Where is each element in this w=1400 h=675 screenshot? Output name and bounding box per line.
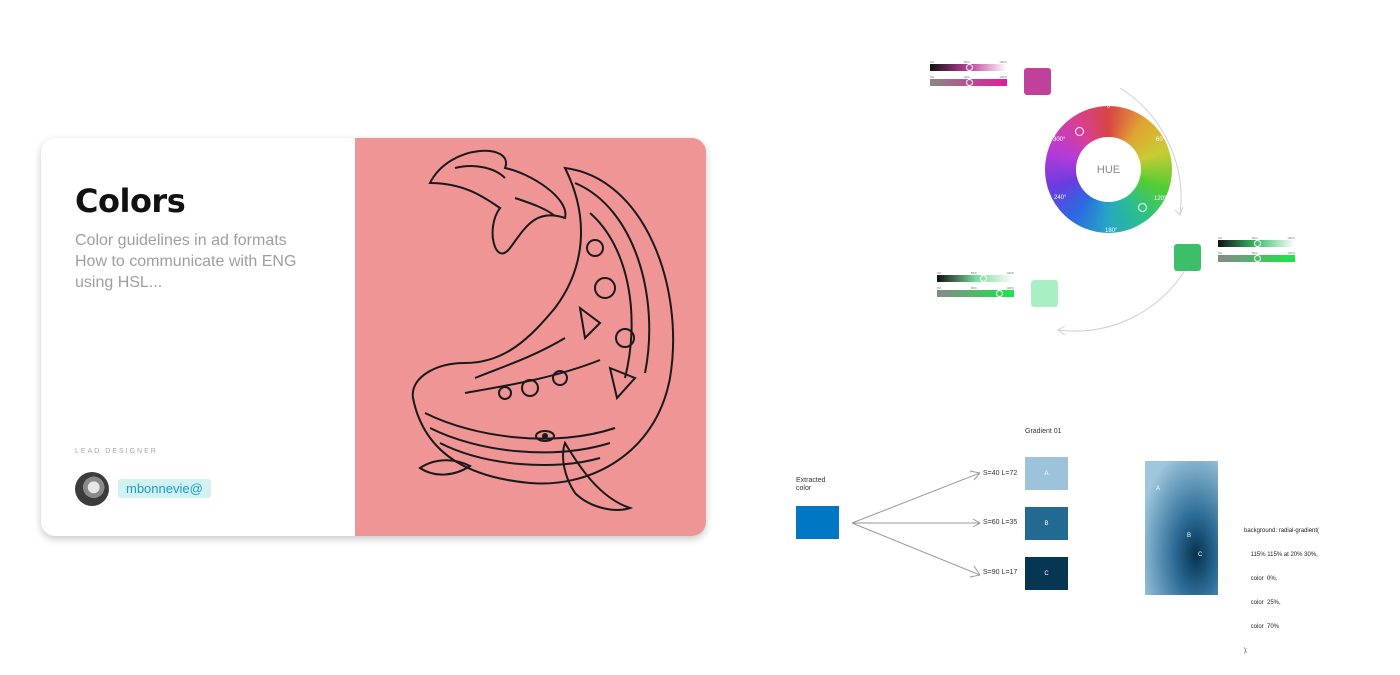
green-slider-group: 0% 50% 100% 0% 50% 100% <box>1218 236 1295 266</box>
lightness-slider[interactable] <box>930 79 1007 86</box>
radial-gradient-preview: A B C <box>1145 461 1218 595</box>
radial-label: A <box>1156 486 1161 492</box>
slider-thumb[interactable] <box>1253 240 1261 247</box>
subtitle-line: using HSL... <box>75 274 163 291</box>
gradient-swatch-b: B <box>1025 507 1068 540</box>
gradient-swatch-c: C <box>1025 557 1068 590</box>
magenta-swatch <box>1024 68 1051 95</box>
code-line: 115% 115% at 20% 30%, <box>1244 552 1318 558</box>
radial-label: C <box>1198 552 1203 558</box>
green-swatch <box>1174 244 1201 271</box>
code-line: color 70% <box>1244 624 1280 630</box>
slider-thumb[interactable] <box>965 79 973 86</box>
code-line: ); <box>1244 648 1248 654</box>
slider-thumb[interactable] <box>980 275 988 282</box>
mint-swatch <box>1031 280 1058 307</box>
card-illustration <box>355 138 706 536</box>
extracted-label: Extracted color <box>796 477 826 492</box>
code-line: background: radial-gradient( <box>1244 528 1320 534</box>
hue-label: HUE <box>1076 137 1141 202</box>
saturation-slider[interactable] <box>937 275 1014 282</box>
css-code-snippet: background: radial-gradient( 115% 115% a… <box>1244 511 1319 663</box>
hue-thumb[interactable] <box>1138 203 1147 212</box>
tick-labels: 0% 40% 100% <box>930 75 1007 79</box>
magenta-slider-group: 0% 50% 100% 0% 40% 100% <box>930 60 1007 90</box>
rotation-arrow-icon <box>1057 87 1186 336</box>
card-subtitle: Color guidelines in ad formats How to co… <box>75 230 345 293</box>
hue-thumb[interactable] <box>1075 127 1084 136</box>
tick-labels: 0% 50% 100% <box>1218 236 1295 240</box>
gradient-swatch-a: A <box>1025 457 1068 490</box>
slider-thumb[interactable] <box>965 64 973 71</box>
role-label: LEAD DESIGNER <box>75 448 158 455</box>
degree-label: 120° <box>1154 196 1167 202</box>
degree-label: 0° <box>1107 104 1113 110</box>
saturation-slider[interactable] <box>1218 240 1295 247</box>
saturation-slider[interactable] <box>930 64 1007 71</box>
row-label: S=40 L=72 <box>983 470 1018 477</box>
subtitle-line: How to communicate with ENG <box>75 253 297 270</box>
radial-label: B <box>1187 533 1192 539</box>
degree-label: 180° <box>1105 228 1118 234</box>
slider-thumb[interactable] <box>995 290 1003 297</box>
branch-arrows-icon <box>851 470 980 578</box>
degree-label: 240° <box>1054 195 1067 201</box>
code-line: color 0%, <box>1244 576 1278 582</box>
gradient-title: Gradient 01 <box>1025 428 1062 435</box>
extracted-color-swatch <box>796 506 839 539</box>
avatar <box>75 472 109 506</box>
row-label: S=90 L=17 <box>983 569 1018 576</box>
lightness-slider[interactable] <box>1218 255 1295 262</box>
tick-labels: 0% 50% 100% <box>930 60 1007 64</box>
code-line: color 25%, <box>1244 600 1281 606</box>
mint-slider-group: 0% 50% 100% 0% 80% 100% <box>937 271 1014 301</box>
subtitle-line: Color guidelines in ad formats <box>75 232 287 249</box>
tick-labels: 0% 50% 100% <box>937 271 1014 275</box>
whale-illustration-icon <box>411 149 675 511</box>
lightness-slider[interactable] <box>937 290 1014 297</box>
row-label: S=60 L=35 <box>983 519 1018 526</box>
colors-card[interactable]: Colors Color guidelines in ad formats Ho… <box>41 138 706 536</box>
slider-thumb[interactable] <box>1253 255 1261 262</box>
tick-labels: 0% 80% 100% <box>937 286 1014 290</box>
author-handle-chip[interactable]: mbonnevie@ <box>118 479 211 498</box>
degree-label: 300° <box>1053 137 1066 143</box>
card-title: Colors <box>75 182 186 220</box>
tick-labels: 0% 50% 100% <box>1218 251 1295 255</box>
degree-label: 60° <box>1156 137 1166 143</box>
